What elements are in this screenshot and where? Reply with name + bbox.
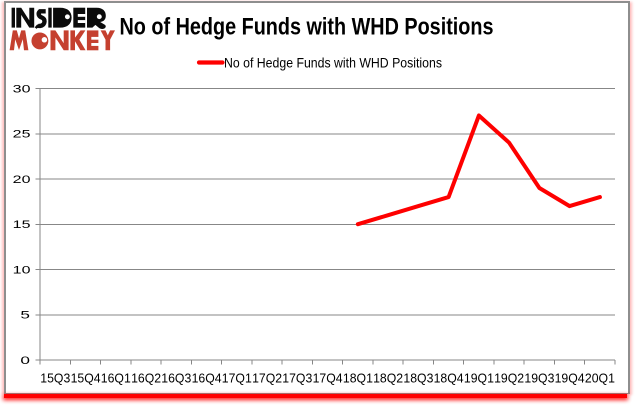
svg-text:17Q1: 17Q1 [222,370,252,385]
svg-text:17Q4: 17Q4 [313,370,343,385]
svg-text:16Q2: 16Q2 [131,370,161,385]
svg-text:17Q3: 17Q3 [282,370,312,385]
svg-text:15Q4: 15Q4 [71,370,101,385]
svg-text:25: 25 [13,129,31,141]
svg-text:19Q2: 19Q2 [494,370,524,385]
svg-text:30: 30 [13,83,31,95]
svg-text:17Q2: 17Q2 [252,370,282,385]
svg-text:18Q4: 18Q4 [434,370,464,385]
svg-text:16Q4: 16Q4 [192,370,222,385]
svg-text:15Q3: 15Q3 [40,370,70,385]
svg-text:15: 15 [13,219,31,231]
svg-text:20Q1: 20Q1 [585,370,615,385]
svg-text:18Q3: 18Q3 [403,370,433,385]
svg-text:18Q1: 18Q1 [343,370,373,385]
svg-text:19Q1: 19Q1 [464,370,494,385]
svg-text:20: 20 [13,174,31,186]
svg-text:0: 0 [20,355,30,367]
svg-text:No of Hedge Funds with WHD Pos: No of Hedge Funds with WHD Positions [224,55,442,70]
svg-text:19Q4: 19Q4 [555,370,585,385]
svg-text:18Q2: 18Q2 [373,370,403,385]
svg-text:No of Hedge Funds with WHD Pos: No of Hedge Funds with WHD Positions [120,13,494,40]
svg-text:10: 10 [13,265,31,277]
svg-text:5: 5 [20,310,30,322]
svg-text:19Q3: 19Q3 [524,370,554,385]
svg-text:16Q3: 16Q3 [161,370,191,385]
svg-text:16Q1: 16Q1 [101,370,131,385]
